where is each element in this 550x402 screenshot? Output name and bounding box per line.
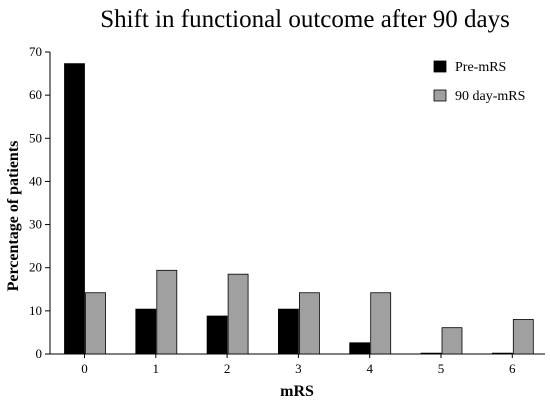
legend: Pre-mRS 90 day-mRS <box>433 60 525 104</box>
y-tick-label: 50 <box>29 130 42 145</box>
chart-title: Shift in functional outcome after 90 day… <box>100 6 510 33</box>
bar-90-day-mrs <box>512 319 534 355</box>
bar-pre-mrs <box>277 308 299 355</box>
x-tick-label: 0 <box>81 361 88 376</box>
y-tick-label: 30 <box>29 217 42 232</box>
bar-pre-mrs <box>135 308 157 355</box>
legend-swatch <box>433 89 447 102</box>
x-tick-label: 2 <box>224 361 231 376</box>
x-axis-title: mRS <box>280 383 314 400</box>
bar-pre-mrs <box>349 342 371 355</box>
x-tick-label: 3 <box>295 361 302 376</box>
x-tick-label: 5 <box>438 361 445 376</box>
y-tick-label: 40 <box>29 173 42 188</box>
y-tick-label: 60 <box>29 87 42 102</box>
bar-90-day-mrs <box>227 273 249 355</box>
y-tick-label: 70 <box>29 44 42 59</box>
legend-swatch <box>433 60 447 73</box>
y-axis-title: Percentage of patients <box>5 141 22 292</box>
bar-90-day-mrs <box>85 292 106 355</box>
x-tick-label: 1 <box>153 361 160 376</box>
legend-label: Pre-mRS <box>455 60 506 75</box>
bar-pre-mrs <box>64 63 85 355</box>
x-tick-label: 4 <box>366 361 373 376</box>
legend-label: 90 day-mRS <box>455 89 525 104</box>
x-tick-label: 6 <box>509 361 516 376</box>
bar-90-day-mrs <box>370 292 392 355</box>
bar-pre-mrs <box>206 315 228 355</box>
bar-90-day-mrs <box>441 327 463 355</box>
y-tick-label: 0 <box>36 346 43 361</box>
bar-90-day-mrs <box>298 292 320 355</box>
bar-pre-mrs <box>491 352 513 355</box>
y-tick-label: 10 <box>29 303 42 318</box>
bars <box>64 63 534 355</box>
axes: 0 10 20 30 40 50 60 70 0 1 2 3 4 5 6 <box>29 44 545 376</box>
bar-90-day-mrs <box>156 269 178 355</box>
y-tick-label: 20 <box>29 260 42 275</box>
bar-pre-mrs <box>420 352 442 355</box>
